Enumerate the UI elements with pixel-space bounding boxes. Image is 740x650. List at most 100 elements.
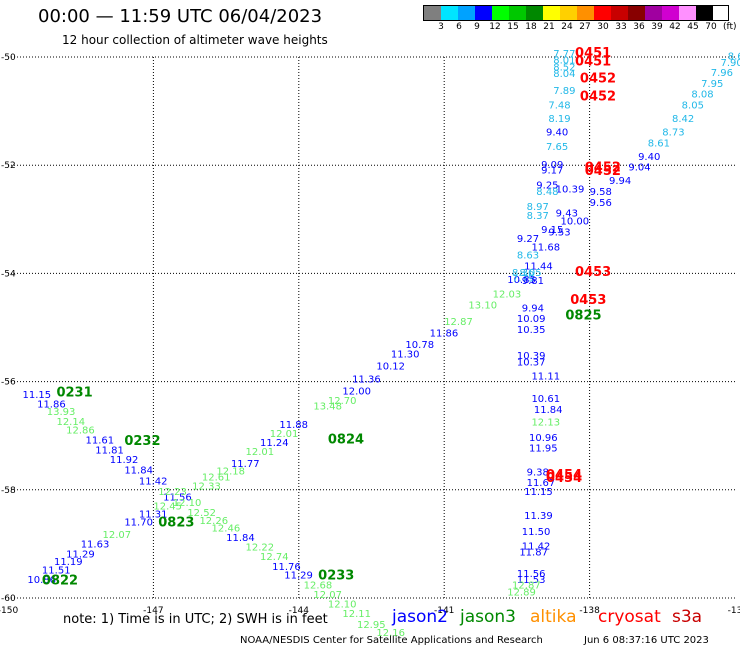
y-tick-label: -56: [1, 378, 16, 388]
pass-time-label: 0452: [580, 89, 616, 104]
wave-height-label: 11.84: [534, 405, 563, 416]
wave-height-label: 10.96: [529, 433, 558, 444]
wave-height-label: 11.50: [522, 527, 551, 538]
color-legend-tick: 30: [597, 22, 609, 32]
pass-time-label: 0454: [546, 471, 582, 486]
wave-height-label: 11.70: [124, 518, 153, 529]
color-legend-tick: 33: [615, 22, 627, 32]
x-tick-label: -141: [434, 606, 454, 616]
wave-height-label: 11.77: [231, 459, 260, 470]
wave-height-label: 8.61: [648, 138, 670, 149]
wave-height-label: 11.11: [531, 371, 560, 382]
wave-height-label: 12.10: [328, 600, 357, 611]
wave-height-label: 11.86: [430, 329, 459, 340]
chart-title: 00:00 — 11:59 UTC 06/04/2023: [38, 6, 323, 27]
wave-height-label: 8.48: [536, 187, 558, 198]
color-legend-cell: [526, 6, 543, 20]
color-legend-tick: 42: [669, 22, 681, 32]
color-legend-cell: [492, 6, 509, 20]
y-tick-label: -54: [1, 269, 16, 279]
wave-height-label: 10.00: [561, 217, 590, 228]
wave-height-label: 8.97: [527, 202, 549, 213]
wave-height-label: 9.40: [546, 127, 568, 138]
wave-height-label: 11.31: [139, 509, 168, 520]
wave-height-label: 9.15: [541, 225, 563, 236]
pass-time-label: 0232: [124, 434, 160, 449]
wave-height-label: 11.87: [519, 547, 548, 558]
wave-height-label: 12.00: [342, 387, 371, 398]
color-legend-tick: 27: [579, 22, 591, 32]
wave-height-label: 8.05: [682, 100, 704, 111]
wave-height-label: 10.12: [376, 362, 405, 373]
wave-height-label: 10.39: [517, 351, 546, 362]
wave-height-label: 10.39: [556, 184, 585, 195]
pass-time-label: 0454: [546, 468, 582, 483]
color-legend-tick: 36: [633, 22, 645, 32]
wave-height-label: 8.52: [553, 63, 575, 74]
wave-height-label: 11.61: [86, 435, 115, 446]
wave-height-label: 12.07: [103, 530, 132, 541]
wave-height-label: 12.13: [531, 417, 560, 428]
wave-height-label: 8.60: [728, 52, 740, 63]
color-legend-tick: 24: [561, 22, 573, 32]
color-legend-tick: 45: [687, 22, 699, 32]
wave-height-label: 7.90: [720, 58, 740, 69]
color-legend-cell: [577, 6, 594, 20]
y-tick-label: -60: [1, 594, 16, 604]
wave-height-label: 7.48: [548, 100, 570, 111]
wave-height-label: 9.43: [556, 209, 578, 220]
wave-height-label: 9.53: [548, 228, 570, 239]
wave-height-label: 8.05: [519, 268, 541, 279]
color-legend-unit: (ft): [723, 22, 737, 32]
wave-height-label: 12.22: [245, 542, 274, 553]
pass-time-label: 0824: [328, 432, 364, 447]
pass-time-label: 0451: [575, 55, 611, 70]
wave-height-label: 11.51: [42, 566, 71, 577]
pass-time-label: 0822: [42, 573, 78, 588]
wave-height-label: 11.76: [272, 562, 301, 573]
wave-height-label: 13.10: [468, 301, 497, 312]
x-tick-label: -138: [579, 606, 600, 616]
wave-height-label: 8.36: [512, 268, 534, 279]
chart-subtitle: 12 hour collection of altimeter wave hei…: [62, 33, 328, 47]
color-legend-cell: [611, 6, 628, 20]
wave-height-label: 10.86: [27, 575, 56, 586]
color-legend-tick: 15: [507, 22, 519, 32]
wave-height-label: 12.61: [202, 473, 231, 484]
wave-height-label: 11.42: [522, 541, 551, 552]
wave-height-label: 13.93: [47, 407, 76, 418]
wave-height-label: 12.23: [158, 487, 187, 498]
wave-height-label: 11.95: [529, 443, 558, 454]
wave-height-label: 8.04: [553, 69, 575, 80]
wave-height-label: 9.56: [590, 198, 612, 209]
color-legend-cell: [645, 6, 662, 20]
y-tick-label: -58: [1, 486, 16, 496]
y-tick-label: -52: [1, 161, 16, 171]
wave-height-label: 8.08: [691, 90, 713, 101]
wave-height-label: 10.09: [517, 314, 546, 325]
wave-height-label: 11.53: [517, 575, 546, 586]
wave-height-label: 10.85: [507, 275, 536, 286]
pass-time-label: 0233: [318, 569, 354, 584]
wave-height-label: 12.18: [216, 467, 245, 478]
wave-height-label: 13.48: [313, 402, 342, 413]
wave-height-label: 12.45: [153, 501, 182, 512]
color-legend-cell: [696, 6, 713, 20]
wave-height-label: 7.96: [711, 68, 733, 79]
wave-height-label: 7.95: [701, 79, 723, 90]
wave-height-label: 12.33: [192, 481, 221, 492]
y-tick-label: -50: [1, 53, 16, 63]
wave-height-label: 9.38: [527, 468, 549, 479]
color-legend-ticks: (ft) 3 6 9 12 15 18 21 24 27 30 33 36 39 42 45 70: [423, 21, 736, 35]
wave-height-label: 7.79: [512, 274, 534, 285]
wave-height-label: 12.74: [260, 552, 289, 563]
wave-height-label: 7.77: [553, 49, 575, 60]
color-legend-cell: [458, 6, 475, 20]
wave-height-label: 11.84: [124, 466, 153, 477]
color-legend-scale: [423, 5, 729, 21]
color-legend-tick: 12: [489, 22, 501, 32]
wave-height-label: 12.52: [187, 508, 216, 519]
color-legend-tick: 18: [525, 22, 537, 32]
wave-height-label: 10.61: [531, 394, 560, 405]
wave-height-label: 12.11: [342, 609, 371, 620]
